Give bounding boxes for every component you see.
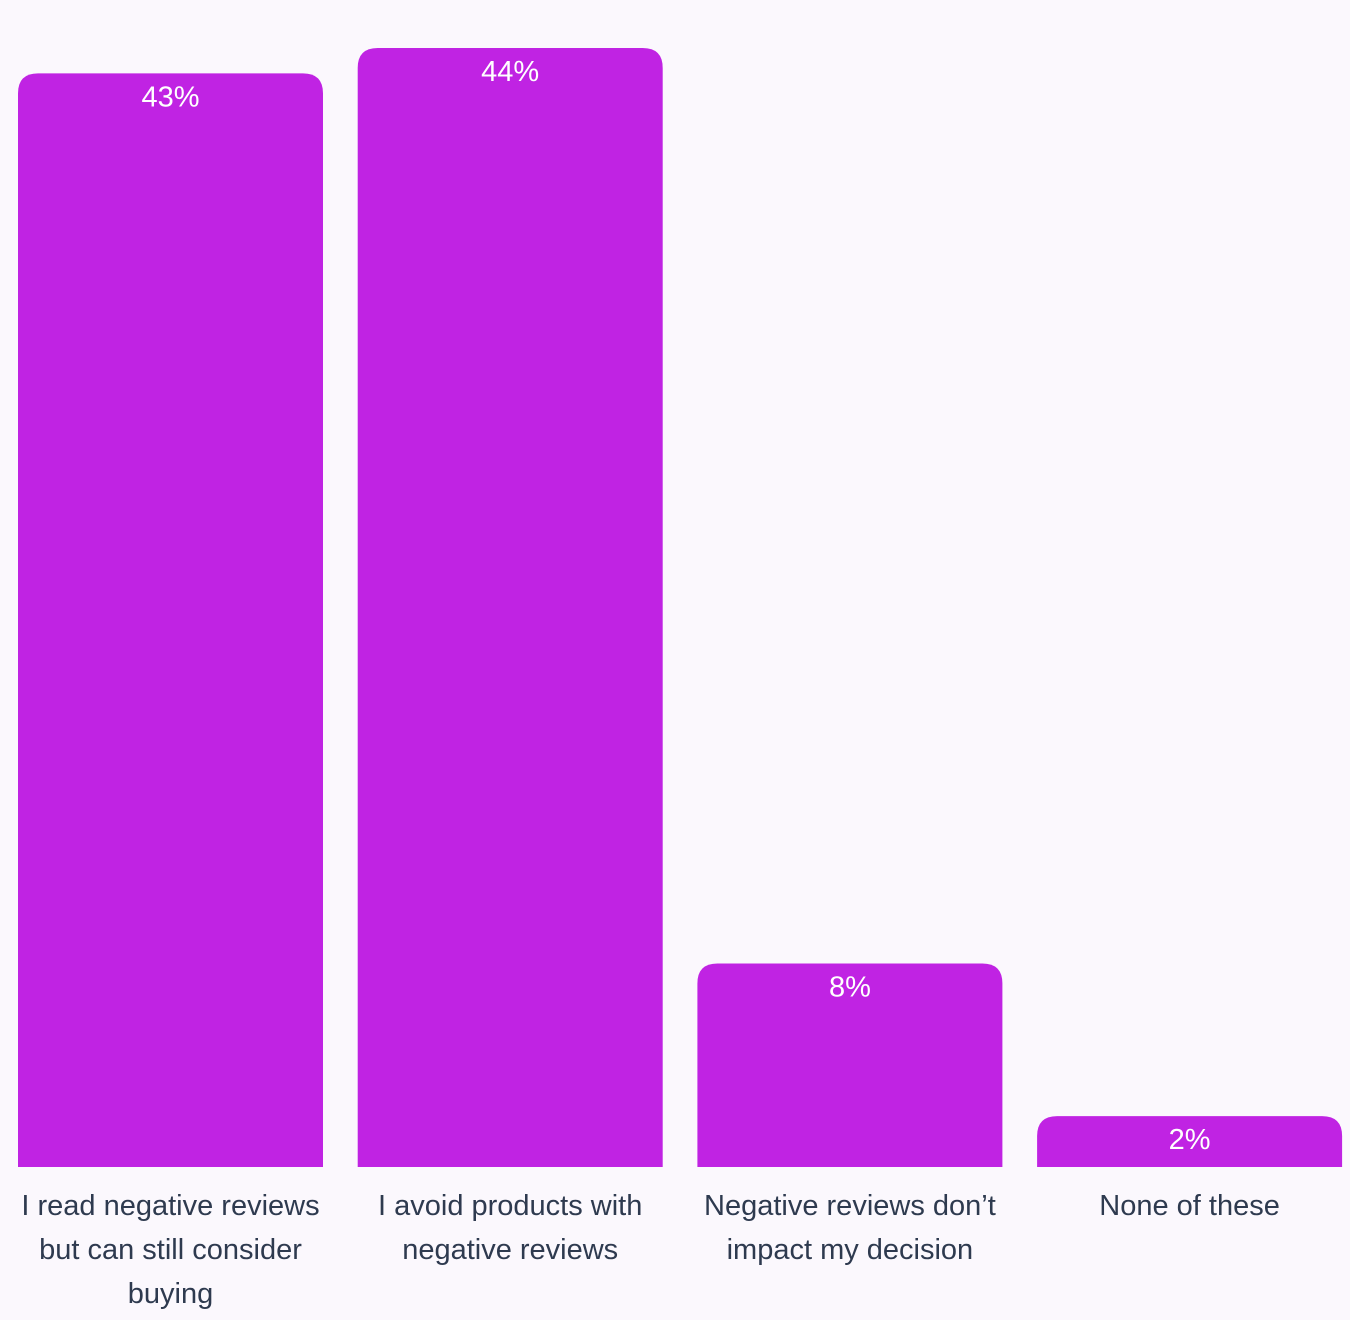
bar-value-label-1: 44%: [481, 56, 539, 88]
bar-value-label-0: 43%: [141, 81, 199, 113]
category-label-line: negative reviews: [402, 1234, 618, 1266]
bar-0: [18, 73, 323, 1168]
category-label-line: but can still consider: [39, 1234, 302, 1266]
category-label-3: None of these: [1099, 1190, 1280, 1222]
category-label-line: Negative reviews don’t: [704, 1190, 996, 1222]
category-label-line: I read negative reviews: [21, 1190, 319, 1222]
bar-2: [697, 963, 1003, 1167]
category-label-1: I avoid products with negative reviews: [378, 1190, 642, 1266]
category-label-line: None of these: [1099, 1190, 1280, 1222]
category-label-2: Negative reviews don’t impact my decision: [704, 1190, 996, 1266]
bar-value-label-2: 8%: [829, 972, 871, 1004]
value-labels-group: 43% 44% 8% 2%: [141, 56, 1210, 1156]
bars-group: [18, 48, 1343, 1168]
bar-1: [357, 48, 663, 1167]
category-label-line: impact my decision: [727, 1234, 974, 1266]
category-label-line: buying: [128, 1278, 213, 1310]
category-label-line: I avoid products with: [378, 1190, 642, 1222]
category-label-0: I read negative reviews but can still con…: [21, 1190, 319, 1310]
category-labels-group: I read negative reviews but can still con…: [21, 1190, 1279, 1310]
bar-value-label-3: 2%: [1169, 1124, 1211, 1156]
bar-3: [1037, 1116, 1343, 1167]
